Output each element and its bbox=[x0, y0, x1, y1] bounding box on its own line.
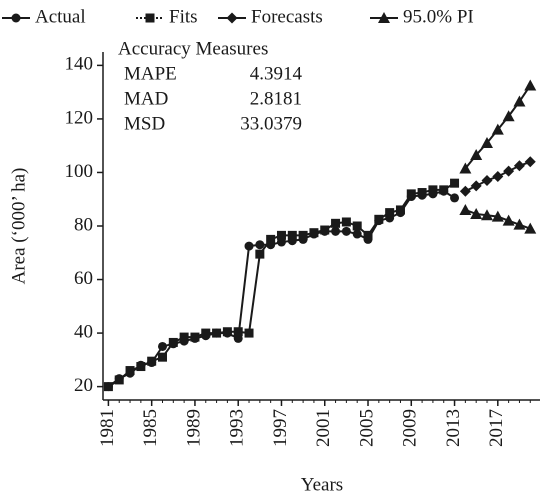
data-point bbox=[168, 337, 178, 347]
y-axis-label: Area (‘000’ ha) bbox=[8, 168, 29, 285]
data-point bbox=[244, 328, 254, 338]
x-tick-label: 1989 bbox=[183, 409, 204, 447]
accuracy-title: Accuracy Measures bbox=[118, 38, 268, 59]
data-point bbox=[147, 356, 157, 366]
data-point bbox=[352, 229, 362, 239]
x-tick-label: 1981 bbox=[97, 409, 118, 447]
data-point bbox=[459, 162, 472, 174]
data-point bbox=[244, 241, 254, 251]
data-point bbox=[352, 221, 362, 231]
accuracy-value: 4.3914 bbox=[250, 63, 303, 84]
data-point bbox=[513, 160, 525, 172]
x-tick-label: 2017 bbox=[486, 409, 507, 447]
data-point bbox=[201, 328, 211, 338]
data-point bbox=[309, 228, 319, 238]
accuracy-label: MSD bbox=[124, 113, 165, 134]
data-point bbox=[287, 230, 297, 240]
data-point bbox=[503, 165, 515, 177]
y-tick-label: 40 bbox=[74, 321, 93, 342]
data-point bbox=[125, 366, 135, 376]
accuracy-value: 33.0379 bbox=[240, 113, 302, 134]
data-point bbox=[480, 209, 493, 221]
data-point bbox=[157, 341, 167, 351]
data-point bbox=[459, 203, 472, 215]
data-point bbox=[524, 222, 537, 234]
data-point bbox=[385, 208, 395, 218]
legend-label: Forecasts bbox=[251, 6, 323, 27]
x-tick-label: 1997 bbox=[270, 409, 291, 447]
accuracy-label: MAPE bbox=[124, 63, 177, 84]
data-point bbox=[492, 170, 504, 182]
data-point bbox=[502, 110, 515, 122]
data-point bbox=[395, 205, 405, 215]
y-tick-label: 60 bbox=[74, 268, 93, 289]
data-point bbox=[255, 240, 265, 250]
x-tick-label: 1985 bbox=[140, 409, 161, 447]
data-point bbox=[450, 178, 460, 188]
legend-marker bbox=[378, 12, 390, 23]
data-point bbox=[491, 210, 504, 222]
y-tick-label: 20 bbox=[74, 375, 93, 396]
data-point bbox=[157, 352, 167, 362]
data-point bbox=[276, 230, 286, 240]
y-tick-label: 140 bbox=[65, 54, 94, 75]
data-point bbox=[502, 214, 515, 226]
accuracy-value: 2.8181 bbox=[250, 88, 302, 109]
data-point bbox=[363, 230, 373, 240]
data-point bbox=[470, 149, 483, 161]
y-tick-label: 80 bbox=[74, 214, 93, 235]
data-point bbox=[222, 327, 232, 337]
x-tick-label: 2013 bbox=[443, 409, 464, 447]
data-point bbox=[233, 327, 243, 337]
data-point bbox=[374, 214, 384, 224]
y-tick-label: 100 bbox=[65, 161, 94, 182]
legend-label: 95.0% PI bbox=[403, 6, 474, 27]
legend-marker bbox=[226, 12, 238, 24]
data-point bbox=[190, 332, 200, 342]
data-point bbox=[298, 230, 308, 240]
data-point bbox=[439, 185, 449, 195]
accuracy-label: MAD bbox=[124, 88, 168, 109]
data-point bbox=[341, 217, 351, 227]
legend-marker bbox=[145, 13, 155, 23]
data-point bbox=[513, 95, 526, 107]
data-point bbox=[320, 225, 330, 235]
data-point bbox=[179, 332, 189, 342]
data-point bbox=[136, 362, 146, 372]
data-point bbox=[524, 79, 537, 91]
data-point bbox=[470, 207, 483, 219]
data-point bbox=[459, 185, 471, 197]
data-point bbox=[103, 382, 113, 392]
data-point bbox=[406, 189, 416, 199]
x-tick-label: 2001 bbox=[313, 409, 334, 447]
data-point bbox=[331, 226, 341, 236]
data-point bbox=[491, 123, 504, 135]
data-point bbox=[331, 218, 341, 228]
data-point bbox=[255, 249, 265, 259]
legend-label: Fits bbox=[169, 6, 198, 27]
data-point bbox=[513, 218, 526, 230]
data-point bbox=[212, 328, 222, 338]
data-point bbox=[480, 137, 493, 149]
legend-marker bbox=[11, 13, 21, 23]
data-point bbox=[481, 174, 493, 186]
data-point bbox=[470, 180, 482, 192]
x-tick-label: 1993 bbox=[227, 409, 248, 447]
data-point bbox=[450, 193, 460, 203]
data-point bbox=[341, 226, 351, 236]
y-tick-label: 120 bbox=[65, 107, 94, 128]
data-point bbox=[524, 156, 536, 168]
data-point bbox=[428, 185, 438, 195]
x-tick-label: 2009 bbox=[400, 409, 421, 447]
x-tick-label: 2005 bbox=[356, 409, 377, 447]
data-point bbox=[417, 188, 427, 198]
data-point bbox=[114, 375, 124, 385]
legend-label: Actual bbox=[35, 6, 86, 27]
x-axis-label: Years bbox=[301, 474, 343, 495]
data-point bbox=[266, 234, 276, 244]
